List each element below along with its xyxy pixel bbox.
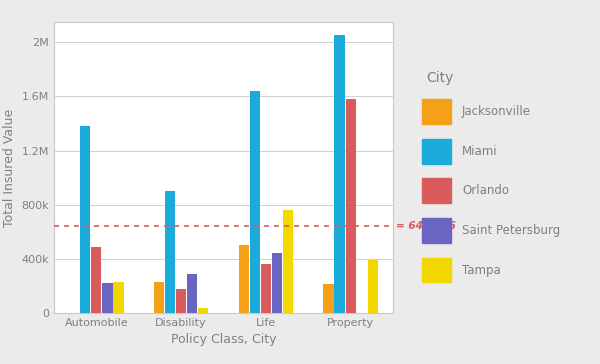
Bar — [422, 258, 451, 282]
Text: = 644,466: = 644,466 — [397, 221, 456, 231]
Bar — [346, 99, 356, 313]
Text: City: City — [426, 71, 454, 85]
Bar — [80, 126, 91, 313]
Bar — [250, 91, 260, 313]
Text: Miami: Miami — [462, 145, 497, 158]
Bar — [422, 139, 451, 163]
Bar — [187, 274, 197, 313]
Bar — [368, 260, 378, 313]
Bar — [239, 245, 249, 313]
Bar — [154, 282, 164, 313]
Text: Orlando: Orlando — [462, 184, 509, 197]
Text: Jacksonville: Jacksonville — [462, 105, 531, 118]
Bar — [165, 191, 175, 313]
X-axis label: Policy Class, City: Policy Class, City — [171, 333, 276, 347]
Y-axis label: Total Insured Value: Total Insured Value — [3, 108, 16, 226]
Bar — [422, 218, 451, 243]
Bar — [176, 289, 186, 313]
Bar — [323, 284, 334, 313]
Bar — [261, 264, 271, 313]
Bar — [283, 210, 293, 313]
Bar — [113, 282, 124, 313]
Text: Tampa: Tampa — [462, 264, 501, 277]
Bar — [91, 247, 101, 313]
Bar — [272, 253, 282, 313]
Text: Saint Petersburg: Saint Petersburg — [462, 224, 560, 237]
Bar — [422, 99, 451, 124]
Bar — [198, 308, 208, 313]
Bar — [422, 178, 451, 203]
Bar — [334, 35, 345, 313]
Bar — [102, 283, 113, 313]
